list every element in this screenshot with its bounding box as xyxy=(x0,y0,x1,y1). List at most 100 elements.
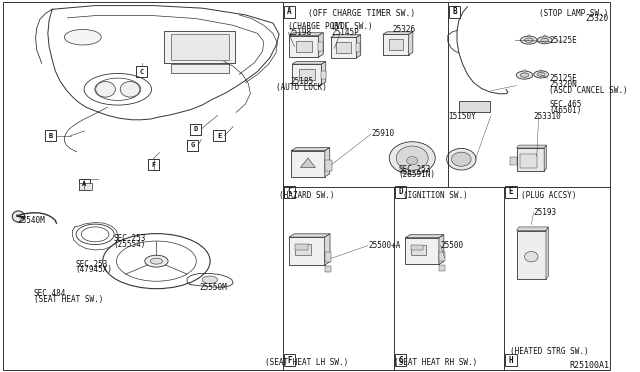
Bar xyxy=(405,238,439,264)
Text: SEC.253: SEC.253 xyxy=(399,165,431,174)
Text: 25910: 25910 xyxy=(371,129,394,138)
Text: 25185: 25185 xyxy=(291,77,314,86)
Text: 25326: 25326 xyxy=(392,25,416,34)
Text: 25540M: 25540M xyxy=(17,216,45,225)
Bar xyxy=(383,35,408,55)
Text: H: H xyxy=(509,356,513,365)
Text: G: G xyxy=(191,142,195,148)
Text: (28591N): (28591N) xyxy=(399,170,436,179)
Ellipse shape xyxy=(389,142,435,174)
Polygon shape xyxy=(301,158,316,167)
Ellipse shape xyxy=(396,146,428,170)
Bar xyxy=(136,66,147,77)
Text: (PLUG ACCSY): (PLUG ACCSY) xyxy=(522,191,577,200)
Text: R25100A1: R25100A1 xyxy=(569,361,609,370)
Text: (STOP LAMP SW.): (STOP LAMP SW.) xyxy=(539,9,609,17)
Polygon shape xyxy=(289,234,330,237)
Text: 25320N: 25320N xyxy=(549,80,577,89)
Bar xyxy=(459,101,490,112)
Bar xyxy=(506,354,516,366)
Text: (ASCD CANCEL SW.): (ASCD CANCEL SW.) xyxy=(549,86,628,95)
Bar xyxy=(284,186,295,198)
Text: 25320: 25320 xyxy=(586,14,609,23)
Bar xyxy=(214,130,225,141)
Bar xyxy=(324,252,331,262)
Text: (47945X): (47945X) xyxy=(76,265,113,274)
Ellipse shape xyxy=(407,157,418,165)
Ellipse shape xyxy=(541,38,548,42)
Text: SEC.465: SEC.465 xyxy=(549,100,581,109)
Text: E: E xyxy=(217,133,221,139)
Ellipse shape xyxy=(145,255,168,267)
Bar xyxy=(411,245,426,255)
Text: SEC.253: SEC.253 xyxy=(76,260,108,269)
Text: B: B xyxy=(48,133,52,139)
Polygon shape xyxy=(439,235,444,264)
Polygon shape xyxy=(356,35,361,58)
Bar xyxy=(284,6,295,18)
Bar xyxy=(438,252,445,261)
Bar xyxy=(528,35,530,37)
Text: 25145P: 25145P xyxy=(332,28,359,37)
Bar xyxy=(289,36,318,57)
Text: 25125E: 25125E xyxy=(549,74,577,83)
Ellipse shape xyxy=(65,29,101,45)
Bar xyxy=(79,183,92,190)
Polygon shape xyxy=(321,61,326,84)
Polygon shape xyxy=(318,33,323,57)
Bar xyxy=(299,69,315,80)
Ellipse shape xyxy=(525,251,538,262)
Ellipse shape xyxy=(520,36,537,44)
Bar xyxy=(170,34,229,60)
Bar xyxy=(520,154,538,168)
Bar xyxy=(321,71,326,79)
Text: 25198: 25198 xyxy=(289,28,312,37)
Bar xyxy=(318,42,323,51)
Bar xyxy=(506,186,516,198)
Polygon shape xyxy=(516,227,548,231)
Bar xyxy=(337,42,351,53)
Ellipse shape xyxy=(451,152,471,166)
Text: F: F xyxy=(152,162,156,168)
Bar xyxy=(164,31,235,63)
Polygon shape xyxy=(405,235,444,238)
Text: (AUTO LOCK): (AUTO LOCK) xyxy=(276,83,327,92)
Text: D: D xyxy=(398,187,403,196)
Ellipse shape xyxy=(538,36,552,44)
Polygon shape xyxy=(289,33,323,36)
Bar xyxy=(296,41,312,52)
Text: A: A xyxy=(82,181,86,187)
Ellipse shape xyxy=(447,148,476,170)
Text: (HEATED STRG SW.): (HEATED STRG SW.) xyxy=(509,347,588,356)
Text: 25550M: 25550M xyxy=(200,283,227,292)
Text: E: E xyxy=(509,187,513,196)
Polygon shape xyxy=(516,145,547,148)
Bar xyxy=(148,159,159,170)
Bar xyxy=(449,6,460,18)
Ellipse shape xyxy=(120,81,140,97)
Bar xyxy=(516,231,546,279)
Bar xyxy=(544,35,546,37)
Polygon shape xyxy=(331,35,361,38)
Text: (CHARGE PORT): (CHARGE PORT) xyxy=(289,22,348,31)
Bar xyxy=(284,354,295,366)
Text: D: D xyxy=(193,126,198,132)
Bar xyxy=(438,265,445,271)
Text: (OFF CHARGE TIMER SW.): (OFF CHARGE TIMER SW.) xyxy=(308,9,415,17)
Ellipse shape xyxy=(524,38,533,42)
Polygon shape xyxy=(546,227,548,279)
Bar xyxy=(324,160,332,171)
Polygon shape xyxy=(325,148,330,177)
Text: 253310: 253310 xyxy=(534,112,561,121)
Text: (SEAT HEAT SW.): (SEAT HEAT SW.) xyxy=(34,295,103,304)
Bar xyxy=(356,43,360,52)
Bar xyxy=(187,140,198,151)
Ellipse shape xyxy=(96,81,115,97)
Ellipse shape xyxy=(520,73,529,77)
Text: (SEAT HEAT RH SW.): (SEAT HEAT RH SW.) xyxy=(394,358,477,367)
Ellipse shape xyxy=(516,71,532,79)
Text: SEC.253: SEC.253 xyxy=(113,234,146,243)
Bar xyxy=(510,157,516,165)
Polygon shape xyxy=(408,32,413,55)
Bar xyxy=(292,64,321,84)
